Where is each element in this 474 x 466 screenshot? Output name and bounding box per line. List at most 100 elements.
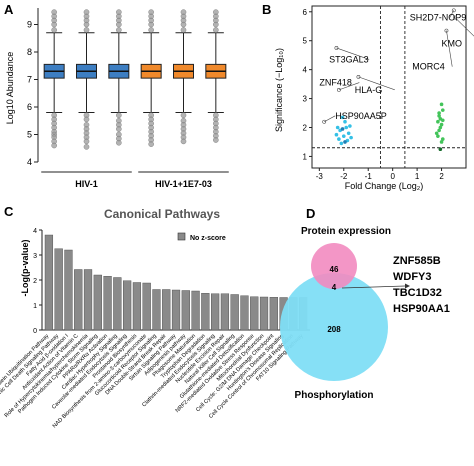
volcano-point-0-2 (344, 125, 349, 130)
panel-a-group-labels: HIV-1 HIV-1+1E7-03 (41, 171, 229, 189)
panel-a-y-tick-label-3: 7 (27, 75, 32, 85)
bar-7 (113, 277, 122, 331)
volcano-point-2-12 (436, 134, 440, 138)
volcano-point-0-10 (348, 124, 352, 128)
panel-c-y-tick-label-0: 0 (33, 328, 37, 335)
bar-18 (220, 293, 230, 331)
panel-b-ylabel: Significance (−Log₁₀) (274, 48, 284, 132)
gene-leader-2 (446, 30, 453, 67)
volcano-point-2-2 (439, 122, 444, 127)
panel-b-y-tick-label-4: 5 (303, 37, 308, 46)
gene-label-b-2: MORC4 (412, 62, 445, 72)
gene-label-1: ZNF585B (393, 255, 441, 267)
panel-a-axis: 4 5 6 7 8 9 (27, 8, 39, 167)
bar-22 (259, 296, 269, 331)
bar-20 (240, 295, 249, 331)
legend-swatch (177, 232, 186, 241)
panel-letter-a: A (4, 2, 14, 17)
box-3-outlier-8 (116, 126, 122, 132)
panel-b-y-tick-label-5: 6 (303, 8, 308, 17)
panel-c-y-tick-label-4: 4 (33, 228, 37, 235)
panel-c-y-tick-label-1: 1 (33, 303, 37, 310)
group-label-1: HIV-1 (75, 179, 98, 189)
panel-b-xlabel: Fold Change (Log₂) (345, 181, 424, 191)
box-3-outlier-4 (116, 9, 122, 15)
panel-b-plot: -3 -2 -1 0 1 2 1 2 3 4 5 6 SH2D7-NOP9 KMO MORC4 ST3GAL3… (303, 5, 474, 181)
bar-15 (191, 290, 200, 331)
gene-label-b-5: HLA-G (355, 85, 383, 95)
venn-phospho-only-count: 208 (327, 325, 341, 334)
box-6-outlier-4 (213, 9, 219, 15)
box-4-outlier-12 (148, 141, 154, 147)
volcano-point-2-13 (440, 118, 445, 123)
bar-3 (74, 269, 83, 331)
panel-b-x-tick-label-2: -1 (365, 172, 373, 181)
venn-bottom-label: Phosphorylation (295, 390, 374, 401)
panel-letter-b: B (262, 2, 271, 17)
volcano-point-2-0 (437, 111, 441, 115)
bar-19 (230, 294, 239, 331)
panel-a-y-tick-label-4: 8 (27, 47, 32, 57)
box-4-outlier-0 (148, 27, 154, 33)
box-6-outlier-0 (213, 27, 219, 33)
bar-6 (103, 276, 112, 331)
box-5-outlier-11 (180, 138, 187, 145)
panel-a-y-tick-label-5: 9 (27, 20, 32, 30)
volcano-point-2-11 (439, 140, 444, 144)
gene-leader-4 (338, 82, 360, 91)
gene-label-b-0: SH2D7-NOP9 (410, 12, 467, 22)
gene-label-b-3: ST3GAL3 (329, 54, 369, 64)
box-2-outlier-12 (83, 144, 90, 150)
panel-c: C Canonical Pathways -Log(p-value) No z-… (0, 204, 310, 430)
box-4-outlier-4 (148, 9, 154, 15)
box-3 (108, 9, 130, 146)
gene-point-6 (322, 119, 327, 124)
panel-a-y-tick-label-2: 6 (27, 102, 32, 112)
volcano-point-2-6 (439, 102, 444, 107)
venn-pointer-arrowhead (405, 283, 410, 289)
gene-label-2: WDFY3 (393, 271, 432, 283)
bar-23 (269, 297, 278, 331)
bar-1 (54, 248, 63, 331)
volcano-point-2-7 (438, 125, 443, 130)
panel-b-y-tick-label-3: 4 (303, 66, 308, 75)
legend-label: No z-score (190, 235, 226, 242)
volcano-point-0-11 (334, 132, 339, 137)
bar-14 (181, 290, 190, 331)
volcano-point-2-8 (434, 131, 439, 136)
volcano-point-1-1 (340, 127, 345, 131)
box-1-outlier-13 (51, 142, 57, 149)
volcano-point-2-4 (440, 108, 445, 112)
panel-c-y-tick-label-3: 3 (33, 253, 37, 260)
volcano-point-0-8 (340, 115, 345, 120)
gene-label-3: TBC1D32 (393, 287, 442, 299)
panel-b-x-tick-label-0: -3 (316, 172, 324, 181)
box-3-outlier-0 (116, 27, 122, 33)
box-6-outlier-11 (213, 137, 219, 143)
bar-0 (44, 234, 54, 331)
panel-a-y-tick-label-0: 4 (27, 157, 32, 167)
panel-b-x-tick-label-3: 0 (390, 172, 395, 181)
box-2 (76, 9, 97, 150)
volcano-point-0-6 (335, 125, 340, 130)
volcano-point-1-0 (343, 140, 347, 144)
panel-a-ylabel: Log10 Abundance (5, 52, 15, 125)
box-1-outlier-0 (51, 27, 57, 33)
panel-b-y-tick-label-0: 1 (303, 152, 308, 161)
bar-13 (171, 289, 181, 331)
gene-label-4: HSP90AA1 (393, 303, 450, 315)
panel-letter-c: C (4, 204, 14, 219)
box-2-outlier-4 (83, 9, 90, 15)
venn-pointer-line (341, 285, 406, 289)
panel-b-x-tick-label-1: -2 (340, 172, 348, 181)
gene-point-0 (451, 8, 456, 13)
gene-label-b-1: KMO (442, 39, 463, 49)
volcano-point-0-4 (346, 131, 351, 136)
volcano-point-0-0 (341, 134, 346, 138)
volcano-point-2-5 (437, 128, 441, 133)
bar-5 (93, 274, 102, 331)
volcano-point-0-5 (343, 119, 347, 124)
box-3-outlier-11 (116, 139, 122, 146)
